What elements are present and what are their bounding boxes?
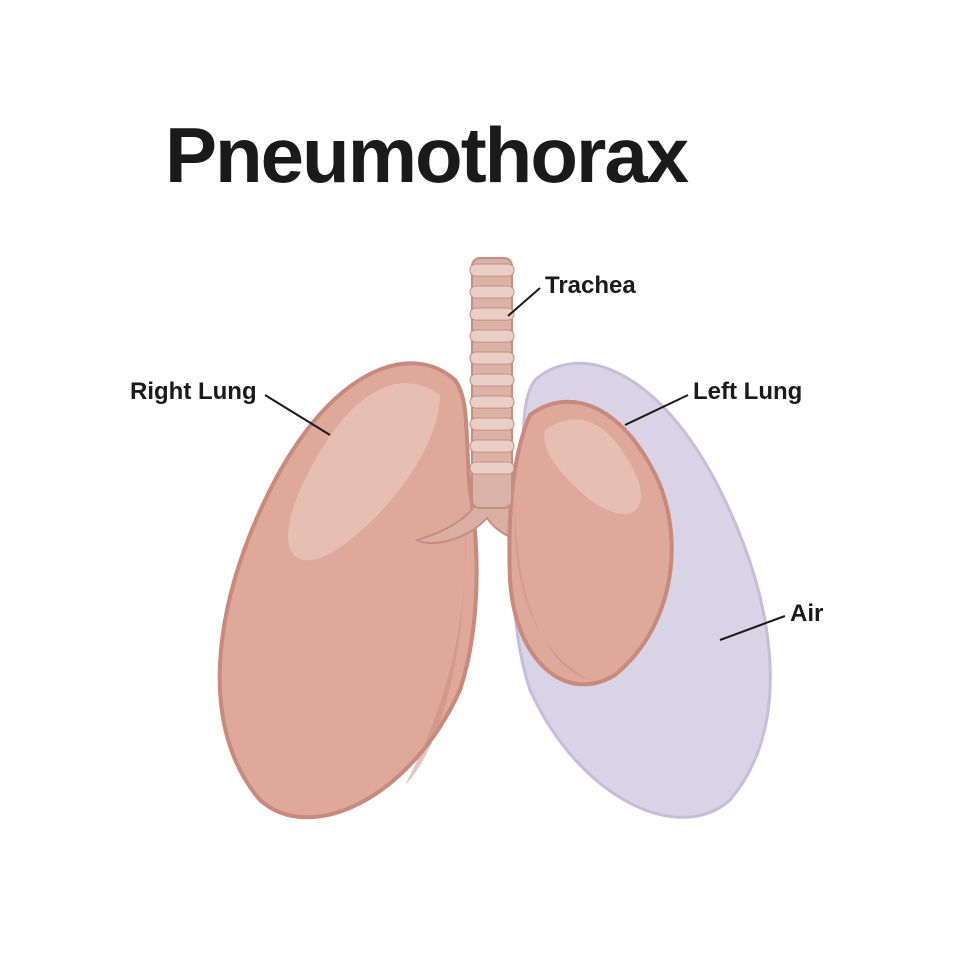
label-trachea: Trachea <box>545 272 636 300</box>
right-lung-shape <box>220 363 477 817</box>
label-right-lung: Right Lung <box>130 378 257 406</box>
label-air: Air <box>790 600 823 628</box>
label-left-lung: Left Lung <box>693 378 802 406</box>
lungs-diagram <box>0 0 980 980</box>
trachea-shape <box>470 258 514 508</box>
